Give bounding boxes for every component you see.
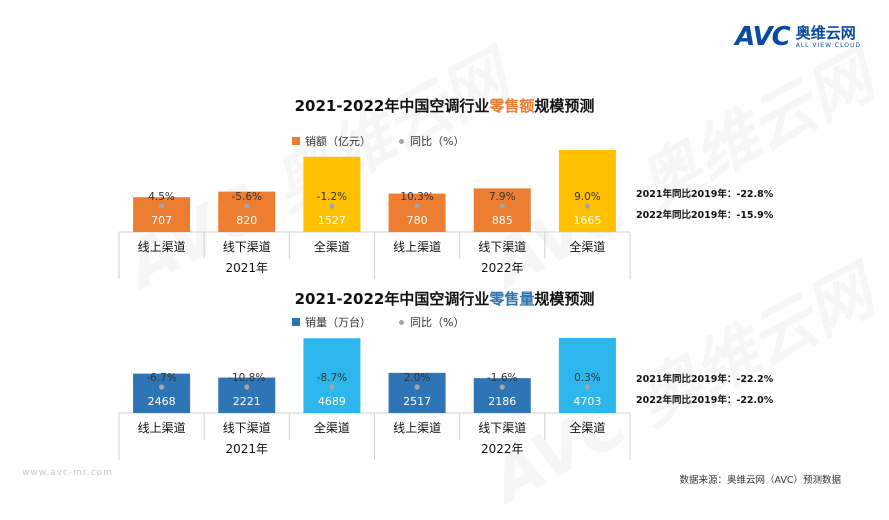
bar	[558, 150, 616, 232]
yoy-label: -8.7%	[317, 372, 347, 384]
legend-label-sales: 销额（亿元）	[305, 135, 371, 148]
bar	[133, 373, 191, 413]
bar	[558, 338, 616, 413]
bar	[388, 372, 446, 413]
category-label: 线上渠道	[393, 421, 441, 435]
yoy-label: -5.6%	[232, 191, 262, 203]
bar	[218, 191, 276, 232]
bar-value-label: 707	[151, 214, 172, 227]
legend-retail-volume: 销量（万台） 同比（%）	[292, 314, 464, 330]
category-label: 全渠道	[314, 239, 350, 254]
bar-value-label: 2517	[403, 395, 431, 408]
bar-value-label: 1527	[318, 214, 346, 227]
category-label: 线上渠道	[393, 240, 441, 254]
yoy-dot	[414, 203, 420, 209]
yoy-dot	[329, 384, 335, 390]
category-label: 全渠道	[314, 420, 350, 435]
category-label: 线上渠道	[138, 240, 186, 254]
bar-value-label: 2186	[488, 395, 516, 408]
yoy-dot	[584, 384, 591, 390]
category-label: 线下渠道	[223, 421, 271, 435]
bar	[218, 377, 276, 413]
chart-title-retail-sales: 2021-2022年中国空调行业零售额规模预测	[294, 97, 595, 115]
yoy-label: 10.3%	[400, 191, 433, 203]
category-label: 线下渠道	[478, 421, 526, 435]
yoy-dot	[158, 384, 165, 390]
logo-name-en: ALL VIEW CLOUD	[795, 41, 861, 49]
bar-value-label: 885	[492, 214, 513, 227]
bar-value-label: 820	[236, 214, 257, 227]
side-note-sales-2021: 2021年同比2019年：-22.8%	[636, 189, 774, 200]
logo-mark: AVC	[735, 22, 791, 52]
bar	[303, 338, 361, 413]
yoy-dot	[158, 203, 165, 209]
side-note-sales-2022: 2022年同比2019年：-15.9%	[636, 210, 774, 221]
side-note-volume-2021: 2021年同比2019年：-22.2%	[636, 374, 774, 385]
category-label: 全渠道	[569, 420, 605, 435]
yoy-dot	[499, 384, 505, 390]
yoy-dot	[414, 384, 420, 390]
legend-swatch-orange	[292, 137, 300, 145]
legend-label-yoy: 同比（%）	[410, 135, 465, 148]
yoy-label: 0.3%	[574, 372, 601, 384]
legend-label-yoy: 同比（%）	[410, 316, 465, 329]
bar-value-label: 2221	[233, 395, 261, 408]
group-label: 2022年	[481, 261, 524, 275]
slide: AVC 奥维云网 AVC 奥维云网 AVC 奥维云网 AVC 奥维云网 ALL …	[22, 22, 861, 486]
yoy-dot	[584, 203, 591, 209]
yoy-label: -1.6%	[487, 372, 517, 384]
bar	[473, 188, 531, 232]
category-label: 全渠道	[569, 239, 605, 254]
bar-charts: 707 4.5% 线上渠道 820 -5.6% 线下渠道 1527 -1.2% 全渠道 780 10…	[118, 150, 631, 460]
yoy-label: 9.0%	[574, 191, 601, 203]
bar	[388, 193, 446, 232]
logo-name-cn: 奥维云网	[795, 23, 856, 42]
yoy-label: 2.0%	[404, 372, 431, 384]
yoy-label: 7.9%	[489, 191, 516, 203]
legend-retail-sales: 销额（亿元） 同比（%）	[292, 133, 464, 149]
bar	[303, 156, 361, 232]
group-label: 2022年	[481, 442, 524, 456]
yoy-dot	[244, 384, 250, 390]
group-label: 2021年	[225, 261, 268, 275]
category-label: 线下渠道	[223, 240, 271, 254]
bar-value-label: 4689	[318, 395, 346, 408]
bar-value-label: 4703	[573, 395, 601, 408]
group-label: 2021年	[225, 442, 268, 456]
yoy-label: 4.5%	[148, 191, 175, 203]
bar-value-label: 780	[407, 214, 428, 227]
footer-source: 数据来源：奥维云网（AVC）预测数据	[679, 475, 841, 486]
footer-url: www.avc-mr.com	[22, 468, 113, 478]
yoy-dot	[244, 203, 250, 209]
legend-swatch-blue	[292, 318, 300, 326]
bar-value-label: 2468	[148, 395, 176, 408]
category-label: 线上渠道	[138, 421, 186, 435]
chart-title-retail-volume: 2021-2022年中国空调行业零售量规模预测	[294, 290, 595, 308]
yoy-label: -10.8%	[228, 372, 265, 384]
category-label: 线下渠道	[478, 240, 526, 254]
legend-dot-yoy	[399, 138, 404, 144]
legend-label-volume: 销量（万台）	[305, 316, 371, 329]
yoy-label: -6.7%	[146, 372, 176, 384]
yoy-dot	[499, 203, 505, 209]
avc-logo: AVC 奥维云网 ALL VIEW CLOUD	[735, 22, 861, 52]
bar-value-label: 1665	[573, 214, 601, 227]
bar	[133, 197, 191, 232]
legend-dot-yoy	[399, 319, 404, 325]
bar	[473, 378, 531, 413]
side-note-volume-2022: 2022年同比2019年：-22.0%	[636, 395, 774, 406]
yoy-dot	[329, 203, 335, 209]
yoy-label: -1.2%	[317, 191, 347, 203]
